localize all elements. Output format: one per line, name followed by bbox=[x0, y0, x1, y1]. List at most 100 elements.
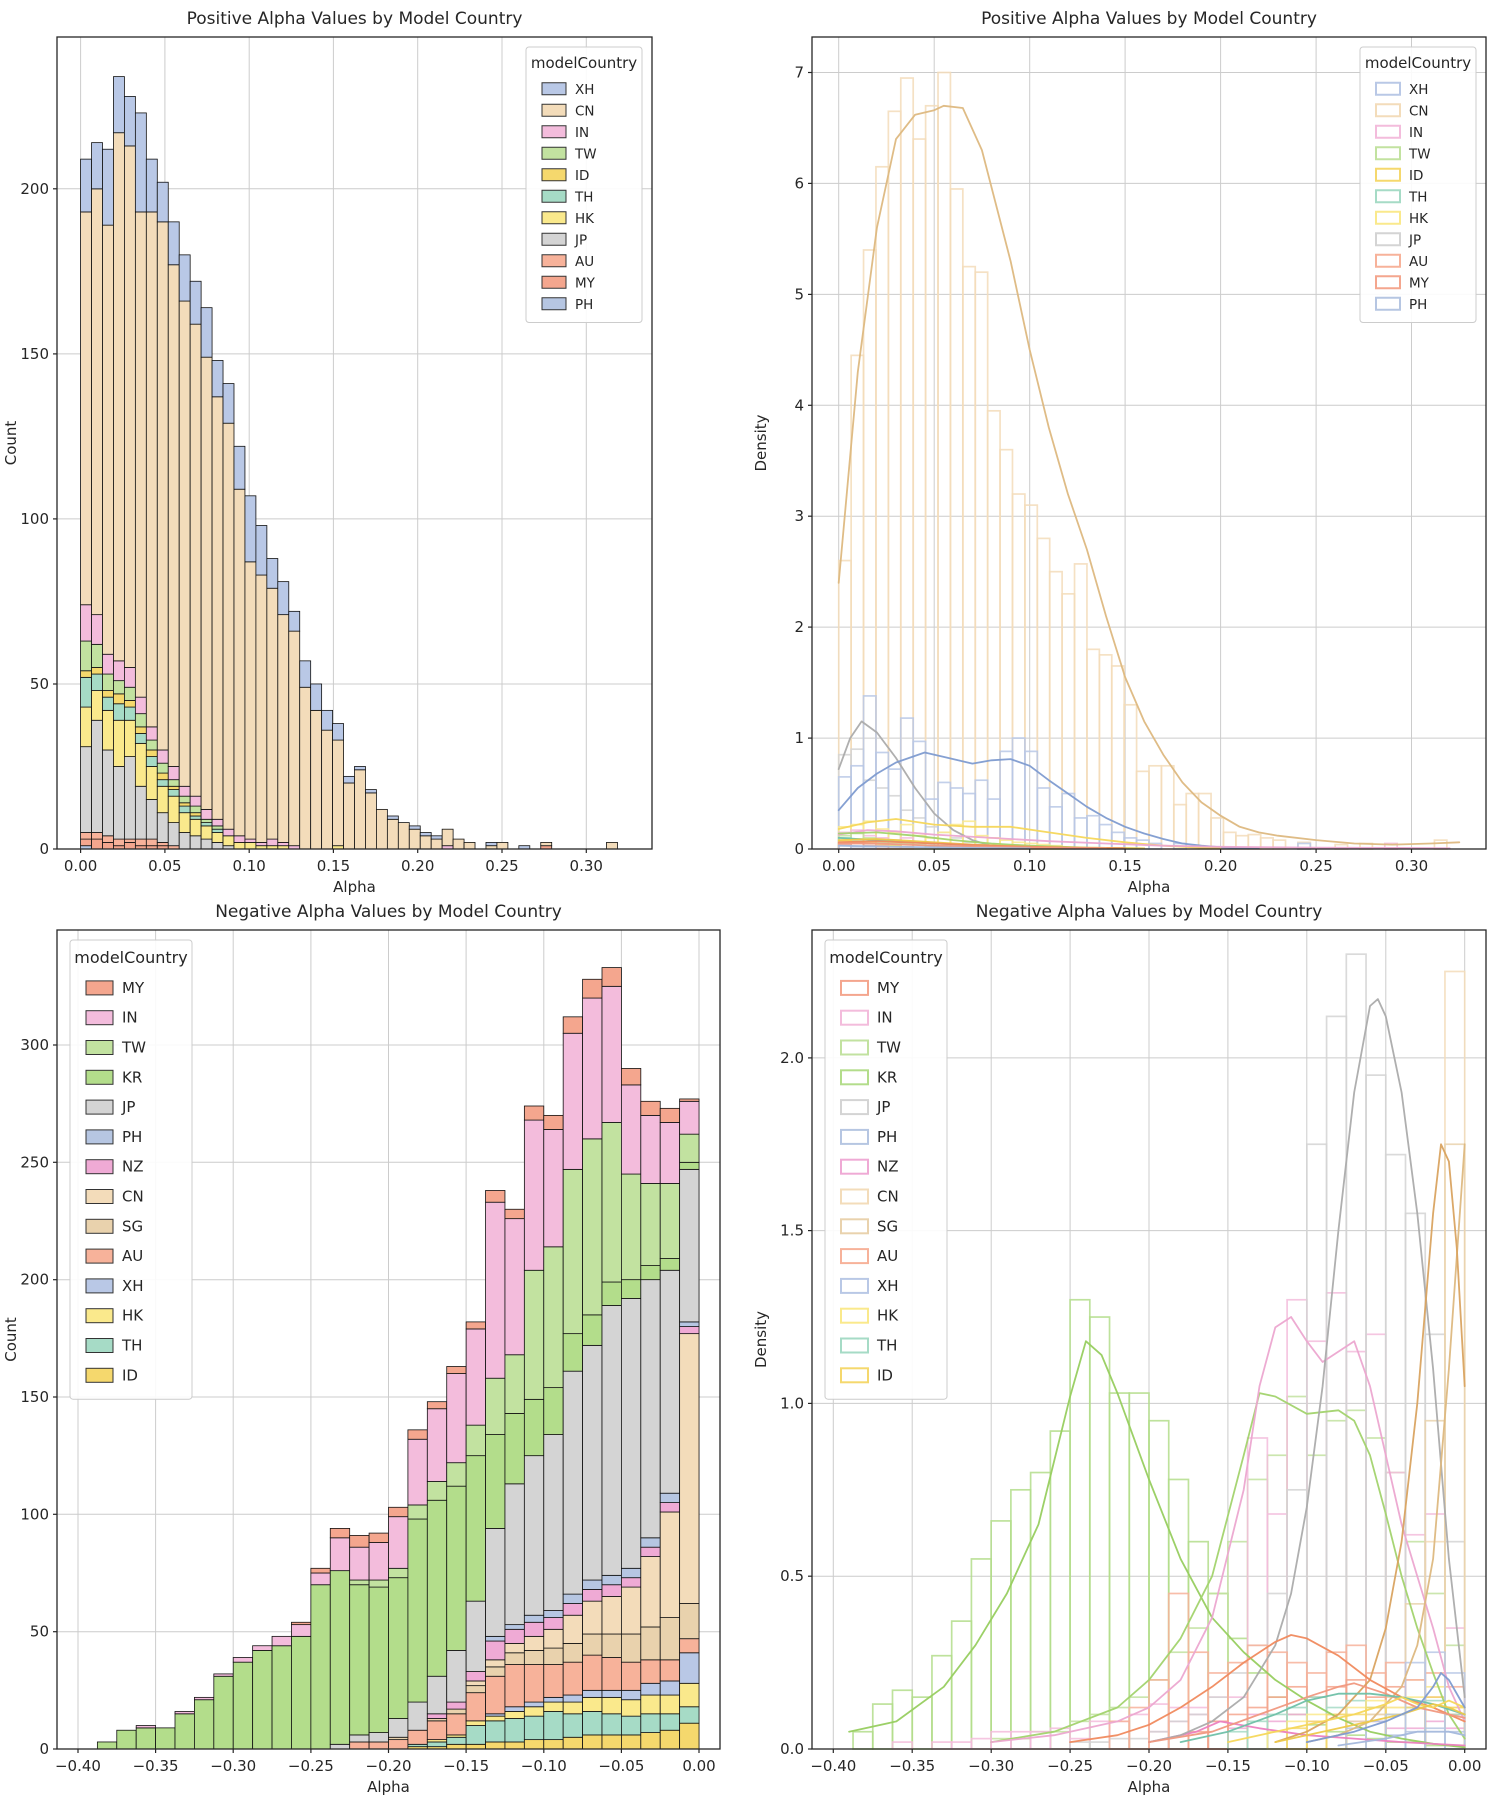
legend-label-TW: TW bbox=[876, 1039, 901, 1057]
bar-segment-TW bbox=[504, 1354, 525, 1414]
bar-segment-KR bbox=[213, 1675, 234, 1750]
bar-segment-AU bbox=[621, 1661, 642, 1691]
negative-count-histogram: −0.40 −0.35 −0.30 −0.25 −0.20 −0.15 −0.10 −0.05… bbox=[0, 900, 750, 1800]
legend-title: modelCountry bbox=[829, 948, 942, 967]
kde-line-KR bbox=[848, 1340, 1466, 1749]
x-tick-label: 0.10 bbox=[1013, 857, 1046, 875]
bar-segment-NZ bbox=[465, 1671, 486, 1682]
bar-segment-XH bbox=[504, 1706, 525, 1712]
bar-segment-AU bbox=[659, 1659, 681, 1682]
bar-segment-ID bbox=[562, 1736, 583, 1750]
bar-segment-CN bbox=[222, 422, 235, 830]
legend-swatch-HK bbox=[840, 1307, 869, 1324]
x-tick-label: −0.25 bbox=[1047, 1757, 1093, 1775]
bar-segment-IN bbox=[266, 838, 279, 847]
bar-segment-XH bbox=[321, 709, 333, 731]
bar-segment-TH bbox=[178, 805, 191, 814]
y-tick-label: 3 bbox=[794, 507, 804, 525]
legend-label-MY: MY bbox=[122, 979, 145, 997]
bar-segment-TW bbox=[640, 1183, 661, 1266]
bar-segment-MY bbox=[349, 1535, 370, 1548]
bar-segment-IN bbox=[167, 766, 180, 781]
bar-segment-XH bbox=[299, 660, 312, 688]
bar-segment-MY bbox=[80, 838, 92, 847]
y-tick-label: 0 bbox=[794, 840, 804, 858]
bar-segment-TH bbox=[640, 1713, 661, 1733]
bar-segment-XH bbox=[485, 842, 498, 847]
bar-segment-CN bbox=[211, 396, 224, 820]
bar-segment-CN bbox=[601, 1596, 622, 1635]
bar-segment-TH bbox=[200, 822, 213, 827]
bar-segment-JP bbox=[465, 1600, 486, 1672]
bar-segment-IN bbox=[329, 1537, 351, 1572]
x-tick-label: 0.00 bbox=[64, 857, 97, 875]
bar-segment-IN bbox=[178, 785, 191, 797]
bar-segment-SG bbox=[562, 1643, 583, 1663]
bar-segment-KR bbox=[446, 1485, 467, 1651]
bar-segment-JP bbox=[543, 1434, 564, 1611]
legend-swatch-XH bbox=[85, 1278, 114, 1294]
bar-segment-PH bbox=[562, 1593, 583, 1604]
bar-segment-CN bbox=[102, 224, 114, 655]
bar-segment-TW bbox=[562, 1168, 583, 1335]
kde-line-MY bbox=[1148, 1682, 1466, 1743]
positive-density-histogram: 0.00 0.05 0.10 0.15 0.20 0.25 0.30 0 1 2 3 4 5 6 7 Posi… bbox=[750, 0, 1500, 900]
bar-segment-CN bbox=[606, 842, 618, 850]
y-tick-label: 1.0 bbox=[780, 1394, 804, 1412]
bar-segment-KR bbox=[504, 1413, 525, 1485]
bar-segment-SG bbox=[523, 1650, 545, 1665]
bar-segment-HK bbox=[465, 1720, 486, 1726]
legend-swatch-NZ bbox=[840, 1158, 869, 1175]
bar-segment-ID bbox=[145, 749, 158, 757]
bar-segment-SG bbox=[679, 1603, 700, 1640]
bar-segment-ID bbox=[465, 1743, 486, 1750]
bar-segment-TH bbox=[134, 733, 147, 744]
legend-label-CN: CN bbox=[575, 103, 595, 119]
bar-segment-JP bbox=[562, 1370, 583, 1595]
legend-label-IN: IN bbox=[122, 1009, 138, 1027]
bar-segment-HK bbox=[134, 742, 147, 787]
bar-segment-SG bbox=[543, 1647, 564, 1665]
bar-segment-AU bbox=[543, 1664, 564, 1698]
bar-segment-XH bbox=[211, 360, 224, 398]
legend-label-AU: AU bbox=[877, 1247, 898, 1265]
legend-label-XH: XH bbox=[575, 82, 594, 98]
bar-segment-TW bbox=[465, 1424, 486, 1457]
legend-swatch-ID bbox=[840, 1367, 869, 1384]
bar-segment-CN bbox=[397, 822, 410, 850]
bar-segment-XH bbox=[621, 1689, 642, 1701]
bar-segment-CN bbox=[540, 842, 553, 847]
bar-segment-MY bbox=[102, 842, 114, 850]
x-tick-label: 0.20 bbox=[401, 857, 434, 875]
bar-segment-HK bbox=[523, 1706, 545, 1717]
legend-swatch-PH bbox=[541, 297, 567, 311]
bar-segment-CN bbox=[659, 1511, 681, 1618]
bar-segment-KR bbox=[310, 1584, 331, 1750]
bar-segment-XH bbox=[113, 76, 125, 134]
bar-segment-ID bbox=[124, 700, 136, 708]
bar-segment-MY bbox=[582, 978, 603, 999]
legend-label-AU: AU bbox=[122, 1247, 143, 1265]
bar-segment-CN bbox=[376, 808, 388, 850]
bar-segment-IN bbox=[446, 1373, 467, 1464]
bar-segment-HK bbox=[145, 766, 158, 800]
legend-swatch-CN bbox=[840, 1188, 869, 1205]
bar-segment-ID bbox=[679, 1722, 700, 1750]
bar-segment-MY bbox=[465, 1321, 486, 1330]
kde-line-MY bbox=[837, 842, 1107, 850]
legend-label-XH: XH bbox=[877, 1277, 899, 1295]
bar-segment-KR bbox=[155, 1727, 176, 1750]
x-tick-label: −0.40 bbox=[810, 1757, 856, 1775]
bar-segment-TW bbox=[145, 739, 158, 751]
legend-label-ID: ID bbox=[877, 1366, 893, 1384]
bar-segment-MY bbox=[485, 1190, 506, 1203]
bar-segment-TH bbox=[679, 1706, 700, 1724]
bar-segment-XH bbox=[91, 142, 103, 190]
bar-segment-TW bbox=[178, 795, 191, 804]
bar-segment-IN bbox=[124, 667, 136, 688]
bar-segment-TW bbox=[91, 643, 103, 668]
bar-segment-XH bbox=[134, 112, 147, 213]
bar-segment-TW bbox=[124, 686, 136, 701]
bar-segment-XH bbox=[354, 766, 366, 771]
bar-segment-XH bbox=[419, 832, 432, 837]
